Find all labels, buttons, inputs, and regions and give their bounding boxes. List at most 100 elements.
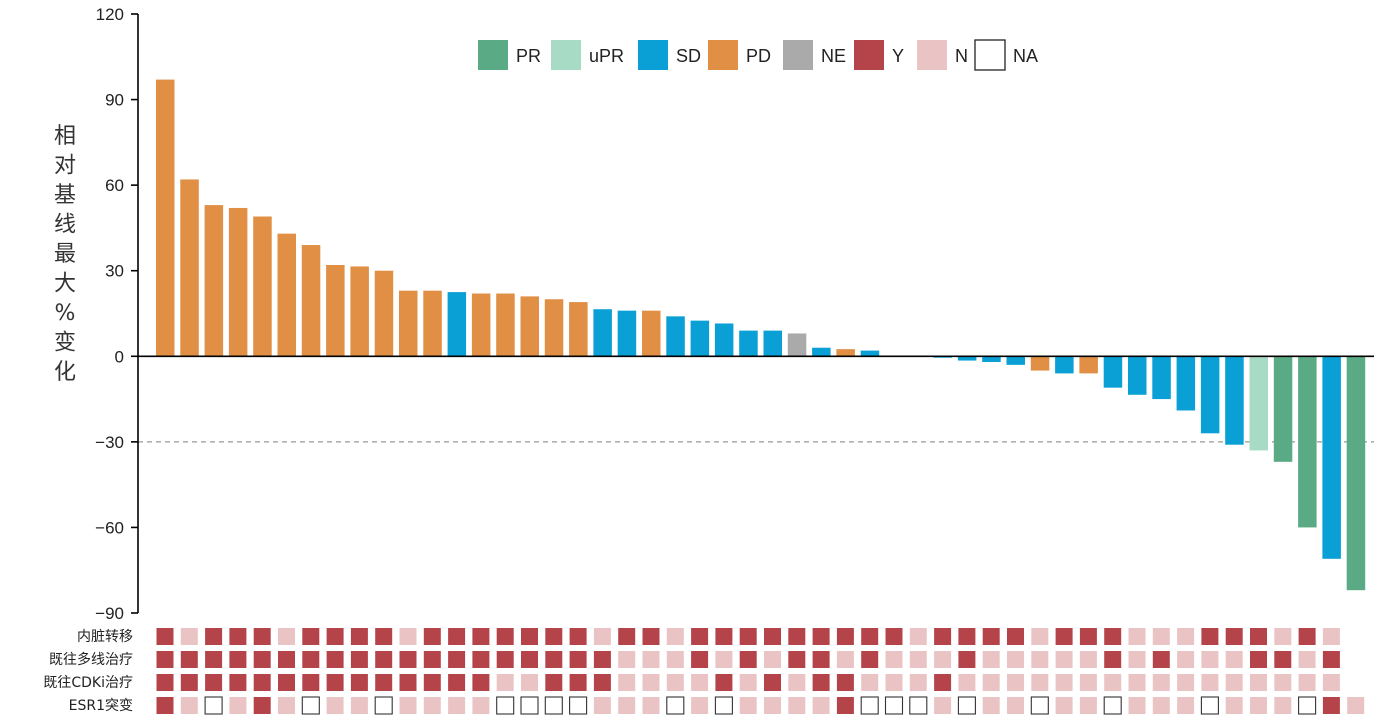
annotation-cell <box>812 697 830 714</box>
bar-28 <box>812 347 831 357</box>
y-label-char: 大 <box>54 272 76 297</box>
annotation-cell <box>1225 674 1243 691</box>
annotation-cell <box>958 674 976 691</box>
annotation-cell <box>156 628 174 645</box>
bar-29 <box>836 349 855 357</box>
annotation-cell <box>593 651 611 668</box>
y-tick-label: 90 <box>105 91 124 110</box>
y-tick-label: −90 <box>95 604 124 623</box>
annotation-cell <box>764 651 781 668</box>
annotation-cell <box>253 697 271 714</box>
annotation-cell <box>1225 651 1243 668</box>
legend-label-sd: SD <box>676 46 701 66</box>
annotation-cell <box>1079 674 1097 691</box>
annotation-cell <box>1152 628 1170 645</box>
y-label-char: 对 <box>54 154 76 179</box>
legend-label-pd: PD <box>746 46 771 66</box>
annotation-cell <box>1104 651 1122 668</box>
annotation-cell <box>496 674 514 691</box>
bar-9 <box>350 266 369 357</box>
bar-16 <box>520 296 539 357</box>
legend-swatch-upr <box>551 40 581 70</box>
legend-swatch-n <box>917 40 947 70</box>
annotation-cell <box>375 628 393 645</box>
annotation-cell <box>1128 628 1146 645</box>
annotation-cell <box>666 696 685 715</box>
annotation-cell <box>301 696 320 715</box>
legend-label-y: Y <box>892 46 904 66</box>
bar-27 <box>787 333 807 357</box>
annotation-cell <box>1201 674 1219 691</box>
bar-14 <box>471 293 491 357</box>
annotation-cell <box>788 697 806 714</box>
annotation-cell <box>860 696 879 715</box>
annotation-cell <box>302 628 320 645</box>
annotation-cell <box>812 674 830 691</box>
bar-3 <box>204 205 224 357</box>
annotation-cell <box>1201 651 1219 668</box>
annotation-cell <box>764 628 781 645</box>
legend-swatch-y <box>854 40 884 70</box>
annotation-cell <box>496 651 514 668</box>
annotation-cell <box>691 674 709 691</box>
annotation-cell <box>545 628 563 645</box>
legend: PR uPR SD PD NE Y N NA <box>478 39 1038 71</box>
annotation-cell <box>666 628 684 645</box>
annotation-cell <box>326 651 344 668</box>
annotation-cell <box>691 697 709 714</box>
annotation-cell <box>618 697 636 714</box>
annotation-cell <box>1274 697 1292 714</box>
bar-25 <box>739 330 758 357</box>
annotation-cell <box>423 628 441 645</box>
annotation-cell <box>1274 674 1292 691</box>
annotation-cell <box>350 628 368 645</box>
bar-22 <box>666 316 685 357</box>
annotation-cell <box>1104 674 1122 691</box>
annotation-cell <box>399 651 417 668</box>
annotation-cell <box>861 628 879 645</box>
annotation-cell <box>350 651 368 668</box>
annotation-cell <box>1298 628 1316 645</box>
bar-5 <box>253 216 272 357</box>
annotation-cell <box>812 628 830 645</box>
annotation-cell <box>957 696 976 715</box>
bar-12 <box>423 290 442 357</box>
annotation-cell <box>982 628 1000 645</box>
bar-48 <box>1298 356 1317 528</box>
annotation-cell <box>496 628 514 645</box>
annotation-cell <box>399 674 417 691</box>
bar-35 <box>982 356 1001 362</box>
annotation-cell <box>788 674 806 691</box>
annotation-cell <box>156 697 174 714</box>
bar-46 <box>1249 356 1268 451</box>
annotation-cell <box>302 651 320 668</box>
annotation-cell <box>448 674 466 691</box>
annotation-cell <box>375 674 393 691</box>
legend-label-pr: PR <box>516 46 541 66</box>
annotation-cell <box>521 674 538 691</box>
annotation-cell <box>1200 696 1219 715</box>
bar-11 <box>399 290 418 357</box>
bar-2 <box>180 179 199 357</box>
annotation-cell <box>472 674 490 691</box>
annotation-cell <box>1250 628 1267 645</box>
annotation-cell <box>204 696 223 715</box>
y-label-char: 最 <box>54 242 76 267</box>
annotation-cell <box>423 651 441 668</box>
annotation-cell <box>909 696 928 715</box>
annotation-cell <box>1103 696 1122 715</box>
annotation-cell <box>1298 674 1316 691</box>
annotation-cell <box>156 651 174 668</box>
annotation-cell <box>472 628 490 645</box>
annotation-cell <box>618 628 636 645</box>
annotation-cell <box>1079 628 1097 645</box>
y-label-char: 变 <box>54 331 76 356</box>
annotation-cell <box>1250 697 1267 714</box>
annotation-cell <box>278 674 295 691</box>
annotation-cell <box>1177 674 1195 691</box>
annotation-cell <box>374 696 393 715</box>
annotation-cell <box>934 651 952 668</box>
annotation-cell <box>1322 628 1340 645</box>
annotation-cell <box>1031 651 1049 668</box>
annotation-cell <box>448 651 466 668</box>
